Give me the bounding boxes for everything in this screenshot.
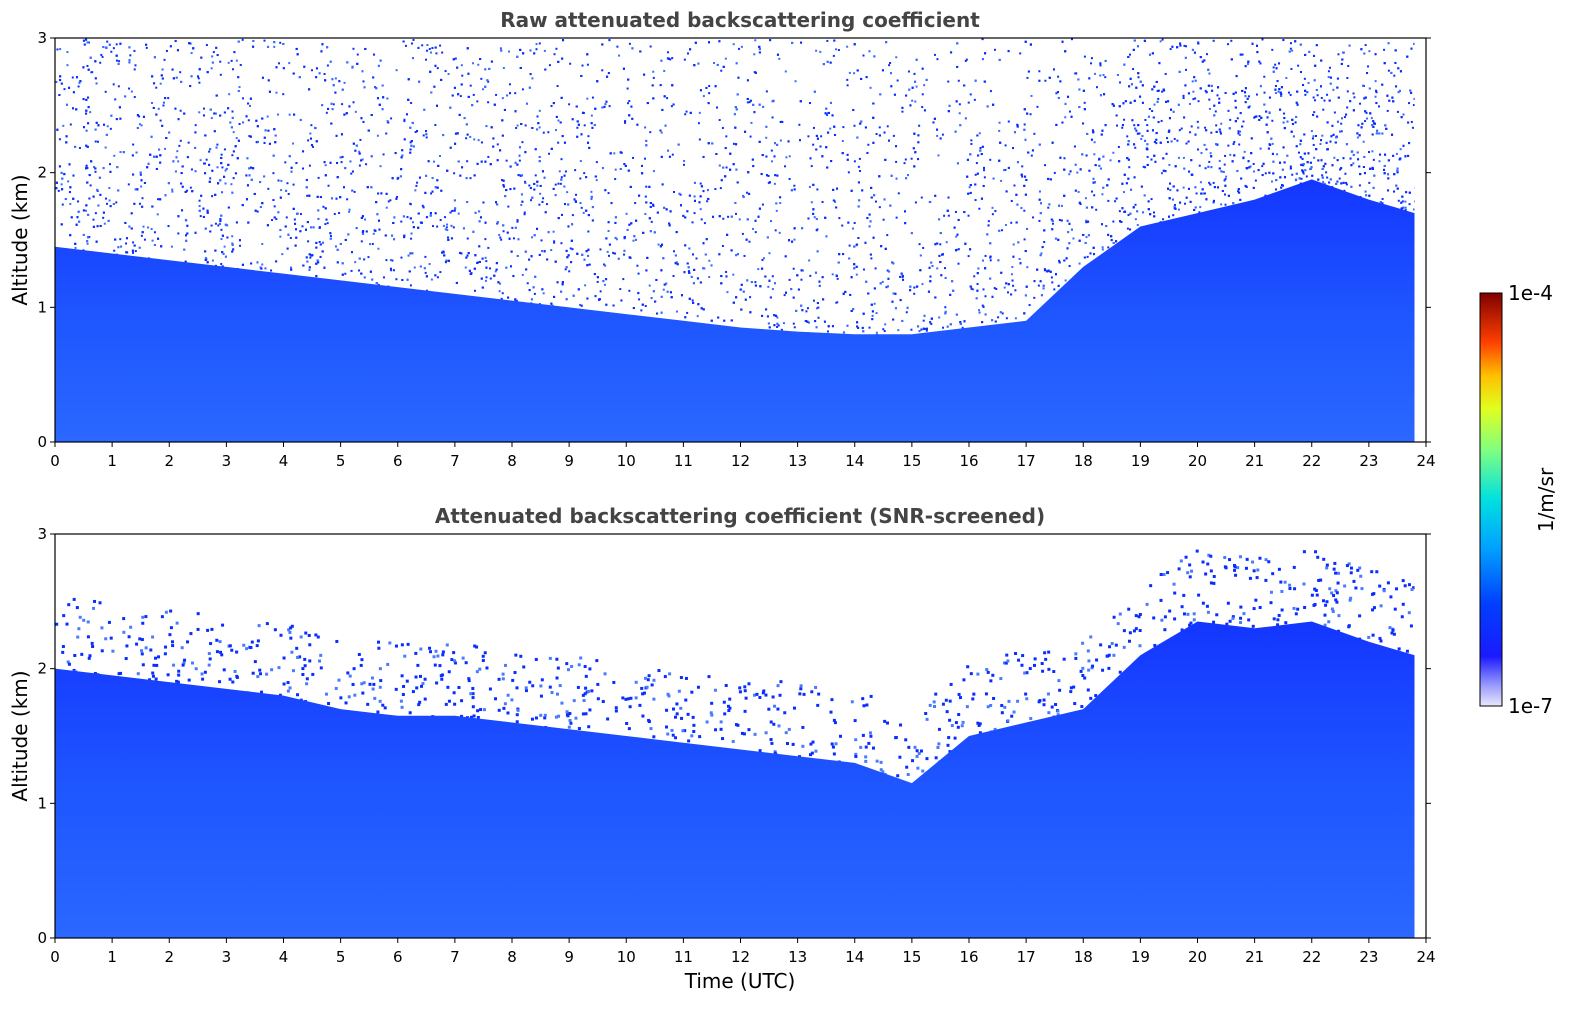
colorbar: 1e-4 1e-7 1/m/sr [1479,281,1558,718]
x-tick-label: 22 [1302,948,1321,966]
chart-title: Attenuated backscattering coefficient (S… [435,504,1045,528]
x-ticks: 0 1 2 3 4 5 6 7 8 9 10 11 12 13 14 15 16 17 18 19 20 21 22 23 24 [50,442,1436,470]
x-tick-label: 2 [164,948,174,966]
y-tick-label: 3 [37,29,47,47]
x-tick-label: 6 [393,452,403,470]
x-tick-label: 0 [50,452,60,470]
x-tick-label: 4 [279,452,289,470]
y-tick-label: 0 [37,433,47,451]
x-tick-label: 18 [1074,452,1093,470]
x-tick-label: 23 [1359,948,1378,966]
colorbar-gradient [1479,292,1503,707]
x-tick-label: 17 [1017,948,1036,966]
y-axis-label: Altitude (km) [8,670,32,801]
x-tick-label: 20 [1188,948,1207,966]
x-tick-label: 10 [617,452,636,470]
colorbar-min-label: 1e-7 [1508,694,1553,718]
y-tick-label: 3 [37,525,47,543]
x-tick-label: 21 [1245,948,1264,966]
noise-speckle [55,38,1417,336]
x-tick-label: 4 [279,948,289,966]
raw-backscatter-panel: Raw attenuated backscattering coefficien… [8,8,1436,470]
x-tick-label: 2 [164,452,174,470]
y-tick-label: 1 [37,794,47,812]
x-tick-label: 13 [788,948,807,966]
x-tick-label: 11 [674,452,693,470]
x-tick-label: 24 [1416,948,1435,966]
x-tick-label: 14 [845,948,864,966]
x-tick-label: 5 [336,452,346,470]
x-tick-label: 15 [902,452,921,470]
x-tick-label: 16 [959,948,978,966]
x-tick-label: 15 [902,948,921,966]
no-data-region [1414,38,1426,442]
heatmap-area [55,38,1426,442]
x-tick-label: 10 [617,948,636,966]
x-tick-label: 9 [564,452,574,470]
snr-screened-panel: Attenuated backscattering coefficient (S… [8,504,1436,993]
chart-title: Raw attenuated backscattering coefficien… [500,8,980,32]
x-tick-label: 8 [507,452,517,470]
x-tick-label: 19 [1131,452,1150,470]
y-axis-label: Altitude (km) [8,174,32,305]
x-tick-label: 18 [1074,948,1093,966]
screened-signal [55,621,1415,938]
colorbar-unit-label: 1/m/sr [1534,467,1558,532]
x-tick-label: 13 [788,452,807,470]
colorbar-max-label: 1e-4 [1508,281,1553,305]
x-tick-label: 7 [450,452,460,470]
y-tick-label: 1 [37,298,47,316]
x-tick-label: 23 [1359,452,1378,470]
x-tick-label: 0 [50,948,60,966]
heatmap-area [55,534,1426,938]
x-tick-label: 17 [1017,452,1036,470]
y-tick-label: 0 [37,929,47,947]
y-tick-label: 2 [37,660,47,678]
x-tick-label: 3 [222,948,232,966]
x-tick-label: 16 [959,452,978,470]
x-tick-label: 12 [731,948,750,966]
x-tick-label: 11 [674,948,693,966]
no-data-region [1414,534,1426,938]
x-ticks: 0 1 2 3 4 5 6 7 8 9 10 11 12 13 14 15 16 17 18 19 20 21 22 23 24 [50,938,1436,966]
x-tick-label: 24 [1416,452,1435,470]
x-tick-label: 9 [564,948,574,966]
boundary-layer-signal [55,179,1415,442]
x-tick-label: 20 [1188,452,1207,470]
x-tick-label: 8 [507,948,517,966]
x-tick-label: 21 [1245,452,1264,470]
x-tick-label: 1 [107,452,117,470]
x-tick-label: 1 [107,948,117,966]
x-tick-label: 12 [731,452,750,470]
x-tick-label: 7 [450,948,460,966]
x-tick-label: 5 [336,948,346,966]
x-tick-label: 22 [1302,452,1321,470]
x-tick-label: 3 [222,452,232,470]
x-tick-label: 19 [1131,948,1150,966]
x-axis-label: Time (UTC) [684,969,796,993]
y-ticks: 0 1 2 3 [37,29,1431,451]
y-ticks: 0 1 2 3 [37,525,1431,947]
x-tick-label: 6 [393,948,403,966]
y-tick-label: 2 [37,164,47,182]
x-tick-label: 14 [845,452,864,470]
